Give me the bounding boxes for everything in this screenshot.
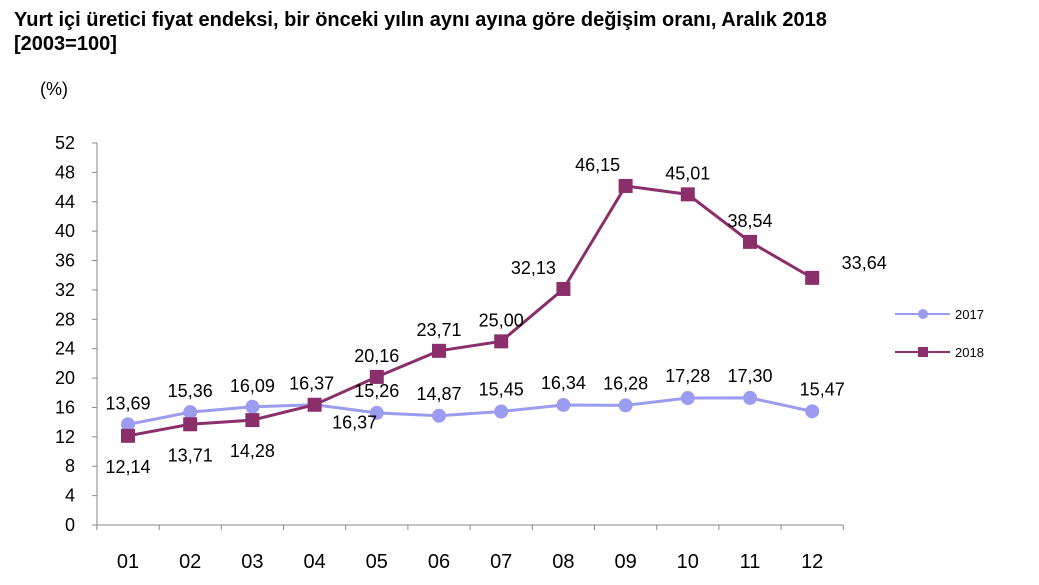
chart-title-line-1: Yurt içi üretici fiyat endeksi, bir önce… xyxy=(14,9,827,31)
data-label-2018: 16,37 xyxy=(332,413,377,433)
data-label-2017: 15,45 xyxy=(479,380,524,400)
data-label-2018: 33,64 xyxy=(842,253,887,273)
y-tick-label: 8 xyxy=(65,456,75,476)
y-tick-label: 32 xyxy=(55,280,75,300)
data-point-2018 xyxy=(369,369,384,384)
legend-item-2017: 2017 xyxy=(895,307,984,322)
data-point-2018 xyxy=(805,270,820,285)
data-label-2017: 16,09 xyxy=(230,376,275,396)
data-label-2017: 15,47 xyxy=(800,379,845,399)
chart-title: Yurt içi üretici fiyat endeksi, bir önce… xyxy=(14,8,1024,56)
y-axis-unit-label: (%) xyxy=(40,79,68,99)
y-tick-label: 4 xyxy=(65,486,75,506)
y-tick-label: 16 xyxy=(55,397,75,417)
x-tick-label: 12 xyxy=(801,551,823,573)
y-tick-label: 24 xyxy=(55,339,75,359)
x-tick-label: 01 xyxy=(117,551,139,573)
data-point-2018 xyxy=(183,417,198,432)
data-point-2017 xyxy=(805,404,820,419)
data-point-2018 xyxy=(680,187,695,202)
data-label-2018: 32,13 xyxy=(511,258,556,278)
legend-marker-square xyxy=(918,347,928,357)
data-point-2018 xyxy=(743,234,757,249)
y-tick-label: 28 xyxy=(55,309,75,329)
y-tick-label: 48 xyxy=(55,162,75,182)
y-tick-label: 0 xyxy=(65,515,75,535)
x-tick-label: 09 xyxy=(614,551,636,573)
data-point-2018 xyxy=(556,281,571,296)
x-tick-label: 04 xyxy=(303,551,325,573)
data-label-2017: 16,34 xyxy=(541,373,586,393)
data-point-2018 xyxy=(307,397,322,412)
legend-label: 2018 xyxy=(955,345,984,360)
data-label-2017: 17,28 xyxy=(665,366,710,386)
x-tick-label: 02 xyxy=(179,551,201,573)
x-tick-label: 07 xyxy=(490,551,512,573)
series-lines xyxy=(121,178,820,443)
series-line-2018 xyxy=(127,184,813,438)
data-point-2018 xyxy=(245,413,260,428)
data-point-2017 xyxy=(494,404,509,419)
data-label-2018: 38,54 xyxy=(727,211,772,231)
series-2017 xyxy=(121,390,820,432)
data-point-2018 xyxy=(121,428,135,443)
chart-title-line-2: [2003=100] xyxy=(14,33,117,55)
data-label-2017: 15,26 xyxy=(354,381,399,401)
data-label-2017: 14,87 xyxy=(416,384,461,404)
data-label-2017: 16,28 xyxy=(603,373,648,393)
data-point-2017 xyxy=(121,417,135,432)
legend-item-2018: 2018 xyxy=(895,345,984,360)
data-point-2017 xyxy=(556,397,571,412)
data-point-2018 xyxy=(494,334,509,349)
x-tick-label: 08 xyxy=(552,551,574,573)
data-point-2017 xyxy=(680,391,695,406)
y-tick-label: 20 xyxy=(55,368,75,388)
data-point-2018 xyxy=(432,343,446,358)
data-label-2018: 20,16 xyxy=(354,346,399,366)
series-line-2017 xyxy=(127,396,813,426)
data-label-2018: 14,28 xyxy=(230,441,275,461)
data-label-2018: 12,14 xyxy=(105,457,150,477)
data-label-2017: 16,37 xyxy=(289,374,334,394)
data-point-2017 xyxy=(432,408,446,423)
data-point-2017 xyxy=(743,390,757,405)
x-tick-label: 11 xyxy=(740,551,761,573)
y-tick-label: 36 xyxy=(55,251,75,271)
legend: 2017 2018 xyxy=(895,307,984,360)
data-point-2018 xyxy=(618,178,633,193)
data-label-2018: 25,00 xyxy=(479,310,524,330)
series-2018 xyxy=(121,178,820,443)
data-label-2017: 13,69 xyxy=(105,393,150,413)
x-tick-label: 03 xyxy=(241,551,263,573)
data-point-2017 xyxy=(369,405,384,420)
x-tick-label: 05 xyxy=(366,551,388,573)
y-tick-label: 40 xyxy=(55,221,75,241)
x-tick-label: 06 xyxy=(428,551,450,573)
y-tick-label: 12 xyxy=(55,427,75,447)
x-tick-label: 10 xyxy=(677,551,699,573)
data-point-2017 xyxy=(183,405,198,420)
data-label-2017: 15,36 xyxy=(168,381,213,401)
data-label-2018: 45,01 xyxy=(665,163,710,183)
legend-label: 2017 xyxy=(955,307,984,322)
data-label-2017: 17,30 xyxy=(727,366,772,386)
y-tick-label: 44 xyxy=(55,192,75,212)
data-point-2017 xyxy=(245,399,260,414)
data-label-2018: 23,71 xyxy=(416,320,461,340)
legend-marker-circle xyxy=(918,309,928,319)
data-label-2018: 46,15 xyxy=(575,155,620,175)
data-labels: 13,69 12,14 15,36 13,71 16,09 14,28 16,37 16,37… xyxy=(105,155,886,477)
data-label-2018: 13,71 xyxy=(168,445,213,465)
y-tick-label: 52 xyxy=(55,133,75,153)
data-point-2017 xyxy=(618,398,633,413)
